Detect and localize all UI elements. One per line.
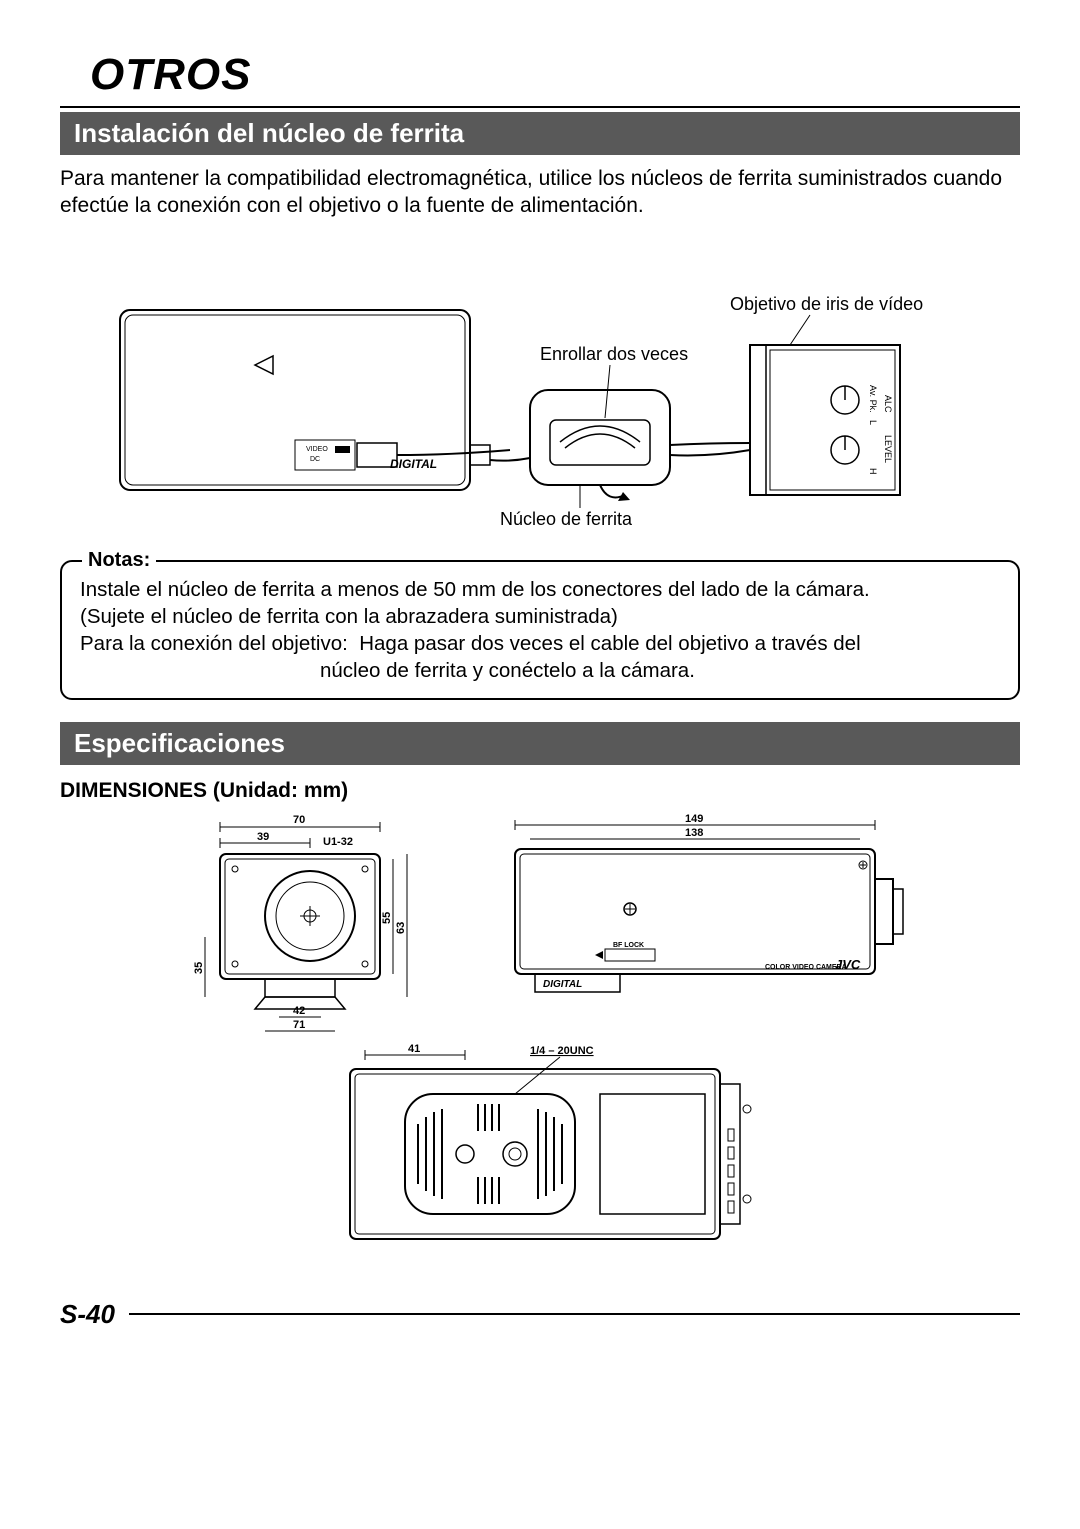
dim-unc: 1/4 – 20UNC xyxy=(530,1045,594,1057)
avpk-label: Av. Pk. xyxy=(868,385,878,413)
title-rule xyxy=(60,106,1020,108)
dim-138: 138 xyxy=(685,827,703,839)
notes-line-2: (Sujete el núcleo de ferrita con la abra… xyxy=(80,603,1000,630)
notes-title: Notas: xyxy=(82,549,156,572)
notes-line-3a: Para la conexión del objetivo: xyxy=(80,632,348,655)
video-label: VIDEO xyxy=(306,446,328,453)
section-header-ferrite: Instalación del núcleo de ferrita xyxy=(60,112,1020,155)
dc-label: DC xyxy=(310,456,320,463)
bottom-view-drawing: 41 1/4 – 20UNC xyxy=(310,1039,770,1269)
notes-line-1: Instale el núcleo de ferrita a menos de … xyxy=(80,576,1000,603)
notes-line-3: Para la conexión del objetivo: Haga pasa… xyxy=(80,630,1000,657)
h-label: H xyxy=(868,468,878,475)
wrap-twice-label: Enrollar dos veces xyxy=(540,344,688,364)
dim-42: 42 xyxy=(293,1005,305,1017)
footer-rule xyxy=(129,1313,1020,1315)
side-view-drawing: 149 138 BF LOCK DIGITAL COLOR VIDEO xyxy=(475,809,915,1019)
dim-u132: U1-32 xyxy=(323,836,353,848)
jvc-label: JVC xyxy=(835,957,861,972)
digital-label-2: DIGITAL xyxy=(543,979,582,990)
ferrite-figure: VIDEO DC DIGITAL Av. Pk. L H ALC LEVEL O… xyxy=(110,250,970,550)
dim-70: 70 xyxy=(293,814,305,826)
front-view-drawing: 70 39 U1-32 55 63 xyxy=(165,809,445,1039)
section-header-specs: Especificaciones xyxy=(60,722,1020,765)
ferrite-paragraph: Para mantener la compatibilidad electrom… xyxy=(60,165,1020,220)
dim-71: 71 xyxy=(293,1019,305,1031)
alc-label: ALC xyxy=(883,395,893,413)
notes-line-4: núcleo de ferrita y conéctelo a la cámar… xyxy=(80,657,1000,684)
dim-41: 41 xyxy=(408,1043,420,1055)
level-label: LEVEL xyxy=(883,435,893,463)
ferrite-core-label: Núcleo de ferrita xyxy=(500,509,633,529)
notes-box: Notas: Instale el núcleo de ferrita a me… xyxy=(60,560,1020,700)
dim-55: 55 xyxy=(381,912,393,924)
dimensions-figures: 70 39 U1-32 55 63 xyxy=(60,809,1020,1269)
bf-lock-label: BF LOCK xyxy=(613,942,644,949)
notes-line-3b: Haga pasar dos veces el cable del objeti… xyxy=(359,632,860,655)
dimensions-subtitle: DIMENSIONES (Unidad: mm) xyxy=(60,779,1020,803)
dim-63: 63 xyxy=(395,922,407,934)
dim-39: 39 xyxy=(257,831,269,843)
page-title: OTROS xyxy=(90,50,1020,100)
dim-35: 35 xyxy=(193,962,205,974)
l-label: L xyxy=(868,420,878,425)
dim-149: 149 xyxy=(685,813,703,825)
page-number: S-40 xyxy=(60,1299,115,1330)
iris-lens-label: Objetivo de iris de vídeo xyxy=(730,294,923,314)
page-footer: S-40 xyxy=(60,1299,1020,1330)
